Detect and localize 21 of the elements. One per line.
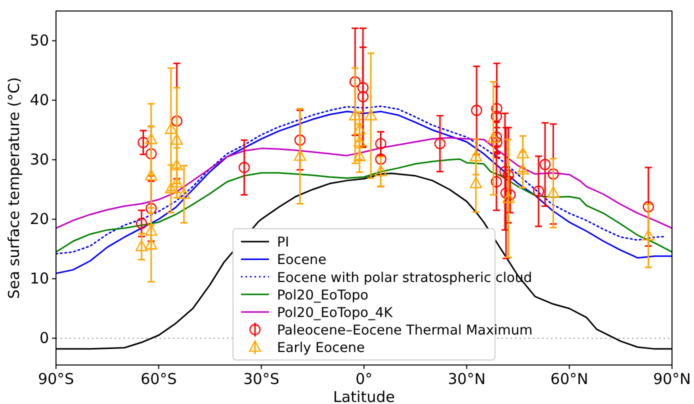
legend-label: Pol20_EoTopo <box>277 287 368 304</box>
y-tick-label: 50 <box>30 32 49 50</box>
legend-label: Eocene <box>277 252 326 268</box>
legend-label: Paleocene–Eocene Thermal Maximum <box>277 322 533 339</box>
y-tick-label: 30 <box>30 150 49 169</box>
x-tick-label: 30°S <box>243 370 280 388</box>
x-tick-label: 60°N <box>550 370 588 388</box>
y-tick-label: 10 <box>30 270 49 288</box>
x-tick-label: 90°N <box>653 370 691 388</box>
x-tick-label: 30°N <box>448 370 486 388</box>
y-axis-title: Sea surface temperature (°C) <box>5 77 23 299</box>
y-tick-label: 20 <box>30 210 49 228</box>
x-axis-title: Latitude <box>333 388 395 404</box>
x-tick-label: 60°S <box>140 370 177 388</box>
y-tick-label: 0 <box>39 329 49 348</box>
x-tick-label: 0° <box>355 370 373 388</box>
legend-label: Early Eocene <box>277 340 365 356</box>
x-tick-label: 90°S <box>38 370 74 388</box>
y-tick-label: 40 <box>30 91 49 110</box>
legend-label: Pol20_EoTopo_4K <box>277 305 394 321</box>
legend-label: PI <box>277 234 290 251</box>
